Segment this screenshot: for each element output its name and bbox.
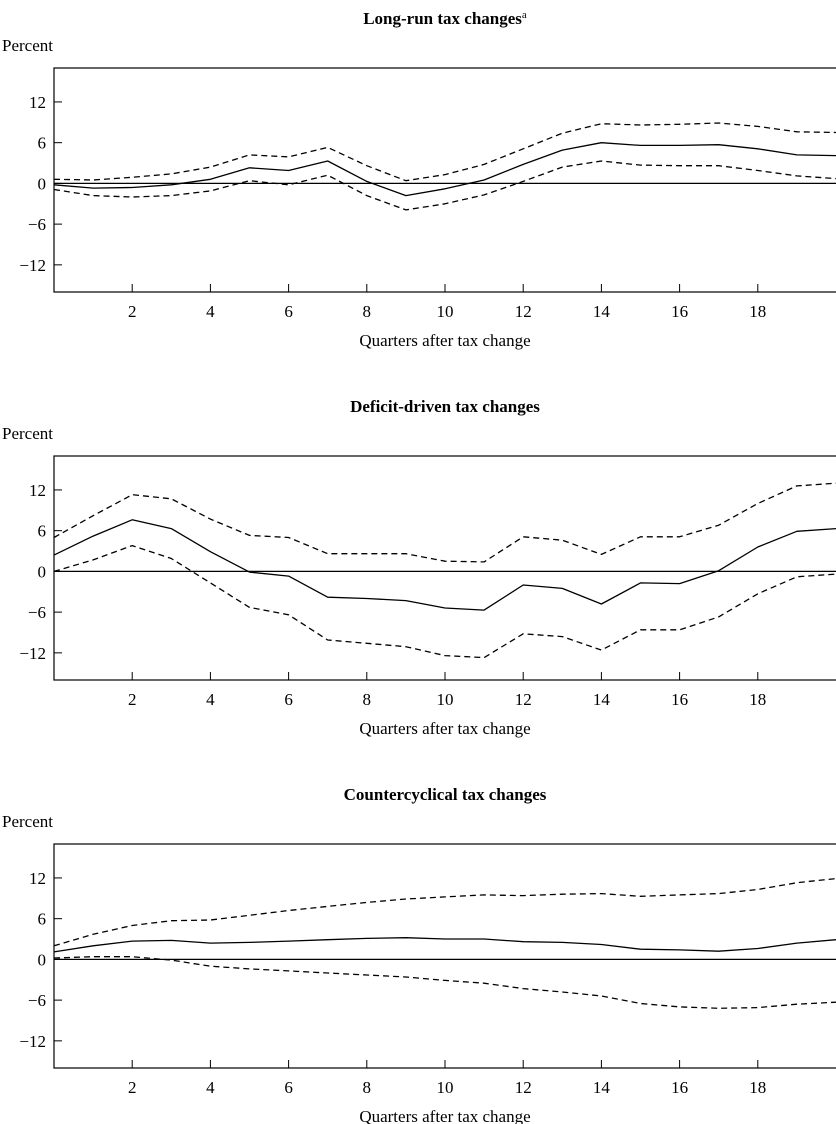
lower-confidence-band-line bbox=[53, 956, 836, 1009]
y-tick-label: 0 bbox=[38, 950, 47, 969]
x-tick-label: 6 bbox=[284, 1078, 293, 1097]
y-tick-label: −6 bbox=[28, 991, 46, 1010]
y-axis-label: Percent bbox=[2, 424, 53, 443]
x-axis-label: Quarters after tax change bbox=[359, 719, 530, 738]
y-tick-label: 6 bbox=[38, 910, 47, 929]
x-tick-label: 12 bbox=[515, 690, 532, 709]
y-tick-label: 0 bbox=[38, 562, 47, 581]
x-tick-label: 18 bbox=[749, 1078, 766, 1097]
x-tick-label: 4 bbox=[206, 302, 215, 321]
x-tick-label: 6 bbox=[284, 690, 293, 709]
y-tick-label: −6 bbox=[28, 603, 46, 622]
chart-panel-3: Countercyclical tax changes Percent 12 6 0 −6… bbox=[2, 785, 836, 1124]
x-tick-label: 2 bbox=[128, 302, 137, 321]
upper-confidence-band-line bbox=[53, 482, 836, 563]
x-tick-label: 18 bbox=[749, 690, 766, 709]
upper-confidence-band-line bbox=[53, 122, 836, 182]
x-tick-label: 2 bbox=[128, 690, 137, 709]
x-tick-label: 8 bbox=[363, 302, 372, 321]
x-tick-label: 18 bbox=[749, 302, 766, 321]
y-tick-label: −12 bbox=[19, 256, 46, 275]
point-estimate-line bbox=[53, 142, 836, 197]
x-axis-label: Quarters after tax change bbox=[359, 331, 530, 350]
chart-panel-2: Deficit-driven tax changes Percent 12 6 0 −6 −… bbox=[2, 397, 836, 738]
chart-title: Deficit-driven tax changes bbox=[350, 397, 540, 416]
x-tick-label: 8 bbox=[363, 1078, 372, 1097]
x-tick-label: 10 bbox=[437, 1078, 454, 1097]
y-tick-label: −6 bbox=[28, 215, 46, 234]
x-tick-label: 10 bbox=[437, 690, 454, 709]
x-tick-label: 16 bbox=[671, 690, 688, 709]
x-tick-label: 6 bbox=[284, 302, 293, 321]
x-tick-label: 12 bbox=[515, 1078, 532, 1097]
y-tick-label: 6 bbox=[38, 134, 47, 153]
lower-confidence-band-line bbox=[53, 160, 836, 211]
y-tick-label: 12 bbox=[29, 93, 46, 112]
title-footnote-marker: a bbox=[522, 9, 527, 21]
y-tick-label: 6 bbox=[38, 522, 47, 541]
x-tick-label: 4 bbox=[206, 690, 215, 709]
x-tick-label: 14 bbox=[593, 690, 611, 709]
y-tick-label: 12 bbox=[29, 869, 46, 888]
x-tick-label: 2 bbox=[128, 1078, 137, 1097]
chart-panel-1: Long-run tax changesa Percent 12 6 0 −6 −12 2 4 6… bbox=[2, 9, 836, 350]
x-tick-label: 14 bbox=[593, 302, 611, 321]
point-estimate-line bbox=[53, 937, 836, 953]
x-tick-label: 14 bbox=[593, 1078, 611, 1097]
y-axis-label: Percent bbox=[2, 36, 53, 55]
y-tick-label: 0 bbox=[38, 174, 47, 193]
chart-title: Long-run tax changesa bbox=[363, 9, 527, 28]
y-tick-label: −12 bbox=[19, 1032, 46, 1051]
y-tick-label: 12 bbox=[29, 481, 46, 500]
upper-confidence-band-line bbox=[53, 877, 836, 947]
point-estimate-line bbox=[53, 519, 836, 611]
plot-frame bbox=[53, 67, 836, 293]
x-tick-label: 16 bbox=[671, 302, 688, 321]
x-tick-label: 10 bbox=[437, 302, 454, 321]
x-tick-label: 8 bbox=[363, 690, 372, 709]
x-tick-label: 16 bbox=[671, 1078, 688, 1097]
y-tick-label: −12 bbox=[19, 644, 46, 663]
y-axis-label: Percent bbox=[2, 812, 53, 831]
plot-frame bbox=[53, 843, 836, 1069]
lower-confidence-band-line bbox=[53, 544, 836, 659]
x-tick-label: 12 bbox=[515, 302, 532, 321]
plot-frame bbox=[53, 455, 836, 681]
x-axis-label: Quarters after tax change bbox=[359, 1107, 530, 1124]
chart-title: Countercyclical tax changes bbox=[344, 785, 547, 804]
x-tick-label: 4 bbox=[206, 1078, 215, 1097]
